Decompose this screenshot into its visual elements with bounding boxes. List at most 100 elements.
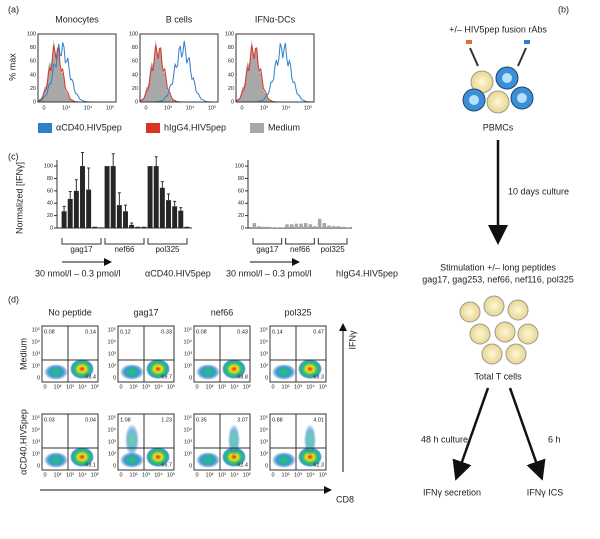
quadrant-value: 3.07 xyxy=(237,417,248,423)
x-tick-label: 0 xyxy=(144,105,147,111)
error-bar xyxy=(62,205,66,212)
y-tick-label: 40 xyxy=(47,201,53,207)
y-tick-label: 100 xyxy=(44,164,53,170)
plot-title: IFNα-DCs xyxy=(255,14,296,24)
legend-swatch xyxy=(38,123,52,133)
bar xyxy=(345,227,350,228)
diagram-text: 48 h culture xyxy=(421,434,468,444)
axis-label: Normalized [IFNγ] xyxy=(14,162,24,234)
y-tick-label: 40 xyxy=(30,72,36,78)
x-tick-label: 10⁵ xyxy=(319,471,327,478)
x-tick-label: 10⁴ xyxy=(78,383,87,390)
y-tick-label: 10³ xyxy=(260,439,268,445)
y-tick-label: 10⁵ xyxy=(32,414,40,421)
x-tick-label: 10⁵ xyxy=(167,383,175,390)
diagram-text: gag17, gag253, nef66, nef116, pol325 xyxy=(422,274,573,284)
bar xyxy=(116,205,122,228)
density xyxy=(70,447,94,467)
x-tick-label: 10³ xyxy=(218,472,226,478)
y-tick-label: 0 xyxy=(113,463,116,469)
row-label: Medium xyxy=(18,338,28,370)
y-tick-label: 10⁵ xyxy=(108,326,116,333)
bar xyxy=(110,166,116,228)
y-tick-label: 0 xyxy=(189,463,192,469)
density xyxy=(146,359,170,379)
error-bar xyxy=(117,192,121,206)
y-tick-label: 20 xyxy=(228,86,234,92)
diagram-text: IFNγ secretion xyxy=(423,487,481,497)
plot-frame xyxy=(193,325,251,383)
bar xyxy=(129,224,135,228)
y-tick-label: 0 xyxy=(113,375,116,381)
bar xyxy=(303,223,308,228)
y-tick-label: 0 xyxy=(33,99,36,105)
legend-swatch xyxy=(146,123,160,133)
bar xyxy=(327,225,331,228)
density xyxy=(222,359,246,379)
x-tick-label: 10³ xyxy=(142,472,150,478)
y-tick-label: 20 xyxy=(132,86,138,92)
quadrant-value: 62.3 xyxy=(313,462,324,468)
bar xyxy=(285,224,289,228)
quadrant-value: 0.33 xyxy=(161,329,172,335)
quadrant-value: 0.04 xyxy=(85,417,96,423)
density xyxy=(228,424,240,456)
axis-label: CD8 xyxy=(336,494,354,504)
bar xyxy=(317,218,322,228)
bar xyxy=(289,224,294,228)
error-bar xyxy=(173,200,177,207)
bracket xyxy=(61,238,102,245)
bar xyxy=(299,223,303,228)
reagent-label: αCD40.HIV5pep xyxy=(145,268,211,278)
y-tick-label: 0 xyxy=(265,375,268,381)
x-tick-label: 10⁵ xyxy=(304,104,312,111)
panel-label: (c) xyxy=(8,151,19,161)
x-tick-label: 10⁴ xyxy=(154,383,163,390)
y-tick-label: 0 xyxy=(50,225,53,231)
x-tick-label: 10³ xyxy=(294,472,302,478)
quadrant-value: 68.4 xyxy=(85,374,96,380)
x-tick-label: 10⁴ xyxy=(186,104,195,111)
x-tick-label: 0 xyxy=(240,105,243,111)
range-label: 30 nmol/l – 0.3 pmol/l xyxy=(226,268,312,278)
error-bar xyxy=(167,193,170,201)
y-tick-label: 20 xyxy=(30,86,36,92)
density xyxy=(298,447,322,467)
bar xyxy=(80,166,85,228)
y-tick-label: 10⁵ xyxy=(184,414,192,421)
plot-frame xyxy=(139,33,219,103)
x-tick-label: 10⁴ xyxy=(84,104,93,111)
bar xyxy=(341,226,345,228)
x-tick-label: 10³ xyxy=(164,105,172,111)
y-tick-label: 10² xyxy=(32,363,40,369)
plot-frame xyxy=(41,413,99,471)
diagram-text: Total T cells xyxy=(474,371,522,381)
bar xyxy=(261,226,266,228)
y-tick-label: 10³ xyxy=(32,351,40,357)
quadrant-value: 69.7 xyxy=(161,374,172,380)
y-tick-label: 80 xyxy=(47,176,53,182)
bar xyxy=(92,226,98,228)
y-tick-label: 80 xyxy=(30,45,36,51)
y-tick-label: 100 xyxy=(225,31,234,37)
column-title: pol325 xyxy=(284,307,311,317)
y-tick-label: 0 xyxy=(231,99,234,105)
density xyxy=(44,364,68,380)
x-tick-label: 10² xyxy=(54,384,62,390)
density xyxy=(272,452,296,468)
group-label: gag17 xyxy=(70,245,93,254)
density xyxy=(272,364,296,380)
quadrant-value: 66.7 xyxy=(161,462,172,468)
group-label: nef66 xyxy=(290,245,311,254)
bar xyxy=(271,227,275,228)
panel-label: (a) xyxy=(8,4,19,14)
error-bar xyxy=(124,204,127,212)
y-tick-label: 10⁴ xyxy=(108,426,117,433)
x-tick-label: 0 xyxy=(271,472,274,478)
y-tick-label: 10³ xyxy=(184,439,192,445)
x-tick-label: 10⁵ xyxy=(167,471,175,478)
plot-title: Monocytes xyxy=(55,14,99,24)
density xyxy=(120,364,144,380)
bar xyxy=(73,190,79,228)
legend-label: αCD40.HIV5pep xyxy=(56,122,122,132)
